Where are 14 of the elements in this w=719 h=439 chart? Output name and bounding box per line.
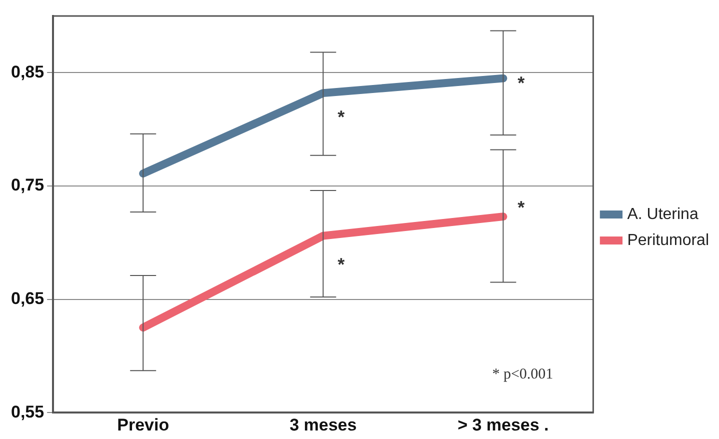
y-tick-label: 0,85 (10, 62, 44, 82)
x-tick-label: Previo (117, 415, 170, 434)
annotation: * (518, 72, 525, 93)
annotation: * (518, 198, 525, 218)
annotation: * p<0.001 (492, 366, 554, 383)
x-tick-label: 3 meses (290, 415, 357, 434)
annotation: * (338, 254, 345, 274)
y-tick-label: 0,65 (10, 288, 44, 308)
y-tick-label: 0,75 (10, 176, 44, 195)
x-tick-label: > 3 meses . (458, 415, 549, 434)
legend-label: Peritumoral (627, 232, 710, 249)
legend-label: A. Uterina (627, 206, 698, 223)
y-tick-label: 0,55 (10, 402, 44, 422)
annotation: * (338, 106, 345, 127)
